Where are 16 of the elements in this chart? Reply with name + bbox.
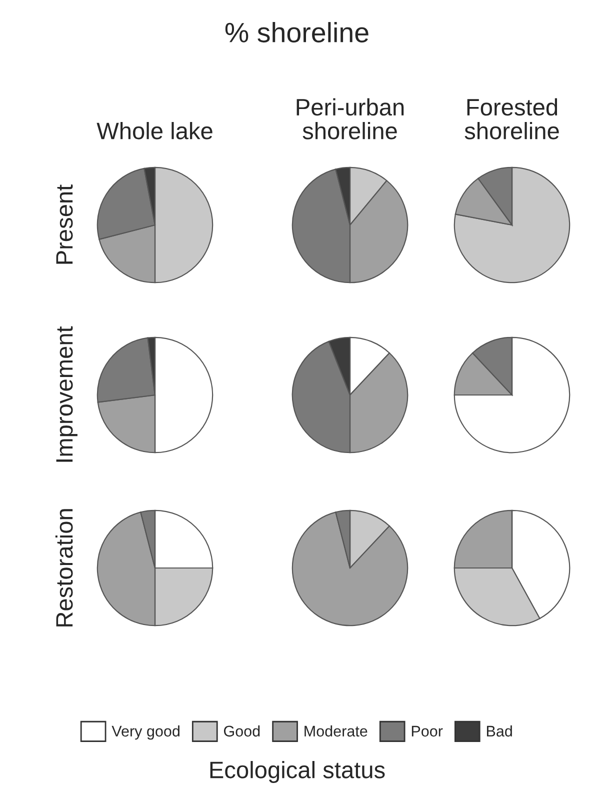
pie-slice — [454, 336, 570, 454]
chart-title: Forested shoreline — [464, 98, 559, 140]
pie-slice — [454, 166, 570, 284]
pie-slice — [292, 512, 408, 626]
legend-label: Moderate — [304, 725, 368, 737]
chart-title: Whole lake — [96, 122, 212, 140]
chart-title: Peri-urban shoreline — [296, 98, 404, 140]
legend-label: Bad — [486, 725, 512, 737]
text: % shoreline — [225, 22, 368, 42]
text: Improvement — [56, 326, 78, 462]
text: Restoration — [55, 509, 73, 626]
text: Present — [56, 184, 73, 264]
legend-label: Very good — [112, 725, 180, 740]
legend-label: Good — [224, 725, 260, 737]
legend-title: Ecological status — [210, 760, 385, 784]
legend-label: Poor — [412, 726, 443, 737]
